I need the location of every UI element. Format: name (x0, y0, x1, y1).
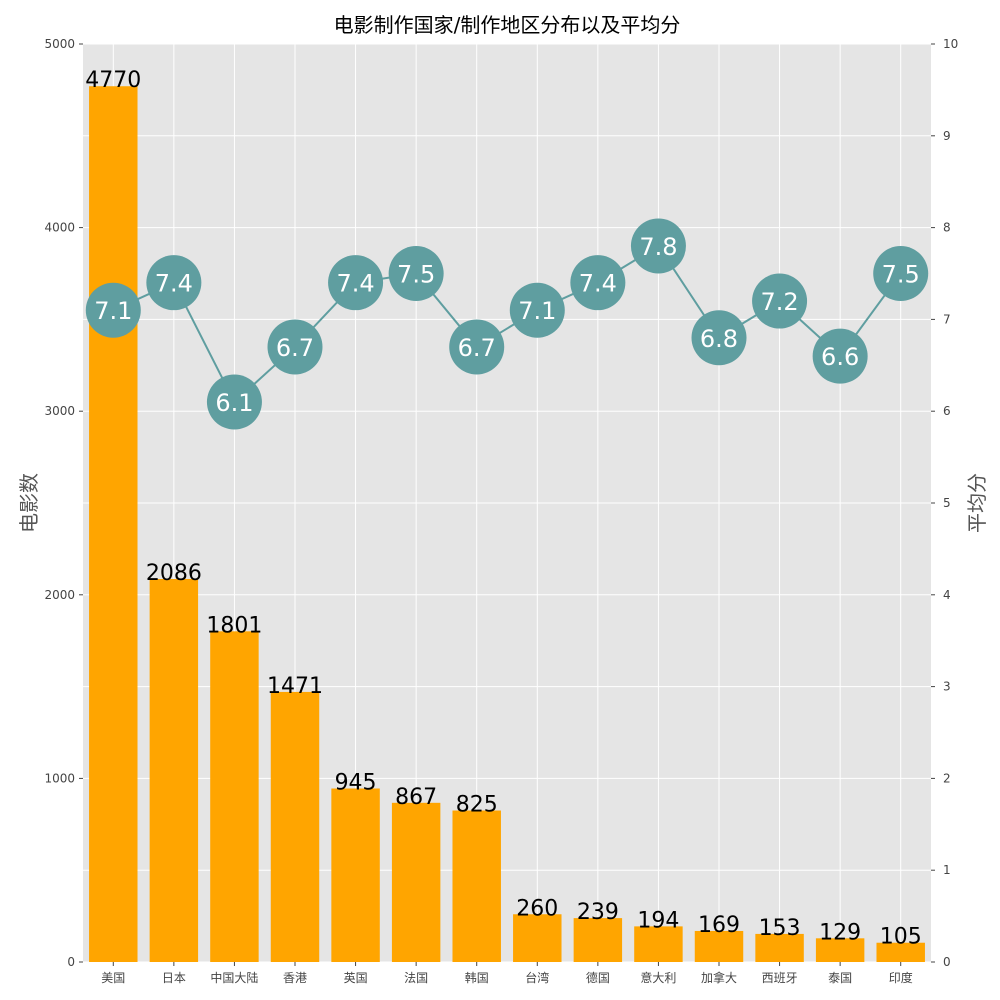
score-marker (388, 246, 444, 301)
bar (694, 930, 744, 962)
x-tick-label: 西班牙 (762, 971, 798, 985)
bar-value-label: 260 (516, 896, 558, 921)
y-axis-label: 电影数 (17, 473, 41, 533)
score-marker (146, 255, 202, 311)
x-tick-label: 加拿大 (701, 970, 737, 985)
x-tick-label: 中国大陆 (210, 970, 258, 985)
right-axis-ticks: 0 1 2 3 4 5 6 7 8 9 10 (931, 37, 958, 969)
left-tick-label: 0 (67, 955, 75, 969)
score-value-label: 7.2 (760, 288, 798, 316)
score-value-label: 6.6 (821, 343, 859, 371)
bar-value-label: 129 (819, 920, 861, 945)
left-tick-label: 3000 (44, 404, 75, 418)
right-tick-label: 6 (943, 404, 951, 418)
bar (391, 802, 441, 962)
x-tick-label: 印度 (889, 970, 913, 985)
x-tick-label: 韩国 (465, 970, 489, 985)
score-marker (812, 328, 868, 384)
bar (452, 810, 501, 962)
score-marker (873, 246, 929, 301)
score-value-label: 6.7 (276, 334, 314, 362)
score-marker (752, 273, 808, 329)
bar-value-label: 239 (577, 900, 619, 925)
chart-title: 电影制作国家/制作地区分布以及平均分 (334, 13, 681, 37)
x-tick-label: 台湾 (525, 970, 549, 985)
score-marker (691, 310, 747, 366)
score-value-label: 7.4 (579, 270, 617, 298)
x-tick-label: 法国 (404, 971, 428, 985)
score-marker (630, 218, 686, 274)
left-tick-label: 5000 (44, 37, 75, 51)
x-tick-label: 英国 (344, 971, 368, 985)
left-tick-label: 4000 (44, 221, 75, 235)
right-tick-label: 8 (943, 221, 951, 235)
bar (331, 788, 380, 962)
bar (270, 691, 320, 962)
score-value-label: 7.4 (336, 270, 374, 298)
right-tick-label: 2 (943, 771, 951, 785)
bar-value-label: 4770 (85, 68, 141, 93)
bar-value-labels: 4770 2086 1801 1471 945 867 825 260 239 194 169 153… (85, 68, 921, 949)
bar-series (89, 86, 925, 962)
left-axis-ticks: 0 1000 2000 3000 4000 5000 (44, 37, 83, 969)
score-value-label: 6.1 (215, 389, 253, 417)
score-value-label: 7.1 (518, 297, 556, 325)
score-marker (267, 319, 323, 375)
score-line-series: 7.1 7.4 6.1 6.7 7.4 7.5 6.7 7.1 7.4 7.8 6.8 7.2 6.6 7… (85, 218, 929, 430)
x-tick-label: 日本 (162, 971, 186, 985)
score-marker (85, 282, 141, 338)
left-tick-label: 1000 (44, 771, 75, 785)
left-tick-label: 2000 (44, 588, 75, 602)
bar-value-label: 153 (759, 916, 801, 941)
right-tick-label: 9 (943, 129, 951, 143)
bar-value-label: 945 (335, 770, 377, 795)
x-tick-label: 美国 (101, 971, 125, 985)
bar-value-label: 1801 (206, 613, 262, 638)
bar-value-label: 867 (395, 785, 437, 810)
bar-value-label: 194 (637, 908, 679, 933)
score-marker (449, 319, 505, 375)
score-marker (328, 255, 384, 311)
score-value-label: 7.5 (397, 261, 435, 289)
score-value-label: 6.8 (700, 325, 738, 353)
right-tick-label: 4 (943, 588, 951, 602)
score-value-label: 6.7 (458, 334, 496, 362)
right-tick-label: 5 (943, 496, 951, 510)
score-marker (570, 255, 626, 311)
score-marker (206, 374, 262, 430)
right-tick-label: 0 (943, 955, 951, 969)
bar (149, 579, 199, 962)
right-tick-label: 7 (943, 312, 951, 326)
bar (876, 942, 925, 962)
bar-value-label: 2086 (146, 561, 202, 586)
bar (513, 914, 562, 962)
bar (634, 926, 683, 962)
x-tick-label: 香港 (283, 971, 307, 985)
bar (755, 933, 804, 962)
x-tick-label: 德国 (586, 970, 610, 985)
x-tick-label: 泰国 (828, 971, 852, 985)
bar (210, 631, 259, 962)
bar-value-label: 169 (698, 913, 740, 938)
score-value-label: 7.4 (155, 270, 193, 298)
score-value-label: 7.1 (94, 297, 132, 325)
right-tick-label: 1 (943, 863, 951, 877)
bar-value-label: 1471 (267, 674, 323, 699)
bar (89, 86, 138, 962)
score-value-label: 7.5 (882, 261, 920, 289)
x-tick-label: 意大利 (640, 970, 676, 985)
score-value-label: 7.8 (639, 233, 677, 261)
right-tick-label: 10 (943, 37, 958, 51)
bar-value-label: 825 (456, 793, 498, 818)
bar (815, 938, 865, 962)
bar-value-label: 105 (880, 925, 922, 950)
score-marker (509, 282, 565, 338)
right-tick-label: 3 (943, 680, 951, 694)
x-axis-ticks: 美国 日本 中国大陆 香港 英国 法国 韩国 台湾 德国 意大利 加拿大 西班牙 泰国 印度 (101, 962, 913, 985)
y2-axis-label: 平均分 (965, 473, 989, 533)
bar (573, 918, 623, 962)
